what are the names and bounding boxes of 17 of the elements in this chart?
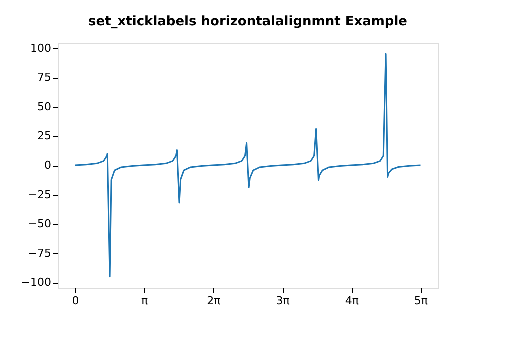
y-tick-label: −25 xyxy=(28,188,52,202)
chart-title: set_xticklabels horizontalalignmnt Example xyxy=(88,14,408,30)
x-tick-label: π xyxy=(142,294,149,308)
x-tick-label: 3π xyxy=(276,294,290,308)
y-tick-label: 25 xyxy=(38,130,52,143)
y-tick-label: −50 xyxy=(28,218,52,231)
y-tick-label: −100 xyxy=(21,276,52,290)
y-tick-label: 100 xyxy=(30,42,52,55)
x-tick-label: 2π xyxy=(207,294,222,308)
x-tick-label: 4π xyxy=(345,294,360,308)
y-tick-label: 0 xyxy=(44,159,52,172)
line-series xyxy=(74,53,422,278)
x-tick-label: 5π xyxy=(414,294,428,308)
x-tick-label: 0 xyxy=(72,294,80,308)
y-tick-label: 50 xyxy=(38,100,52,114)
y-tick-label: 75 xyxy=(38,71,52,84)
y-tick-label: −75 xyxy=(28,246,52,260)
